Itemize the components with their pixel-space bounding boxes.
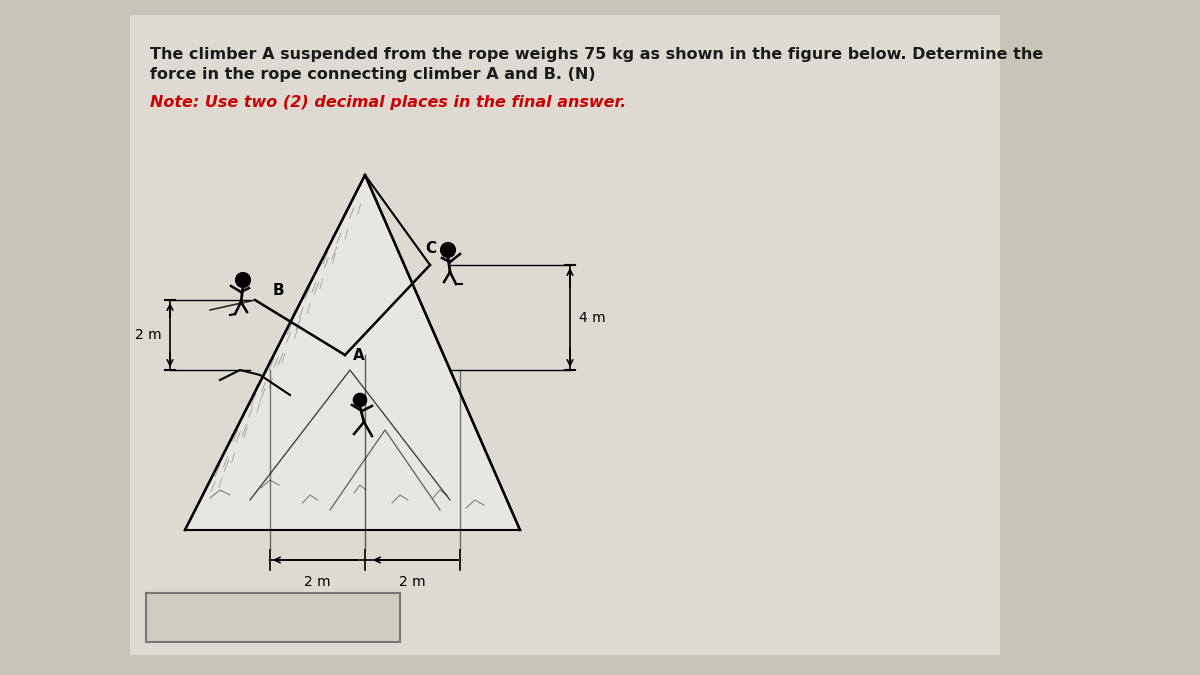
Circle shape — [236, 273, 250, 287]
Text: A: A — [353, 348, 365, 363]
FancyBboxPatch shape — [146, 593, 400, 642]
FancyBboxPatch shape — [130, 15, 1000, 655]
Polygon shape — [185, 175, 520, 530]
Text: C: C — [425, 241, 436, 256]
Circle shape — [353, 394, 367, 406]
Text: Note: Use two (2) decimal places in the final answer.: Note: Use two (2) decimal places in the … — [150, 95, 626, 110]
Text: force in the rope connecting climber A and B. (N): force in the rope connecting climber A a… — [150, 67, 595, 82]
Text: 2 m: 2 m — [304, 575, 331, 589]
Text: 4 m: 4 m — [578, 310, 605, 325]
Text: B: B — [274, 283, 284, 298]
Text: The climber A suspended from the rope weighs 75 kg as shown in the figure below.: The climber A suspended from the rope we… — [150, 47, 1043, 62]
Text: 2 m: 2 m — [134, 328, 161, 342]
Circle shape — [442, 243, 455, 257]
Text: 2 m: 2 m — [400, 575, 426, 589]
